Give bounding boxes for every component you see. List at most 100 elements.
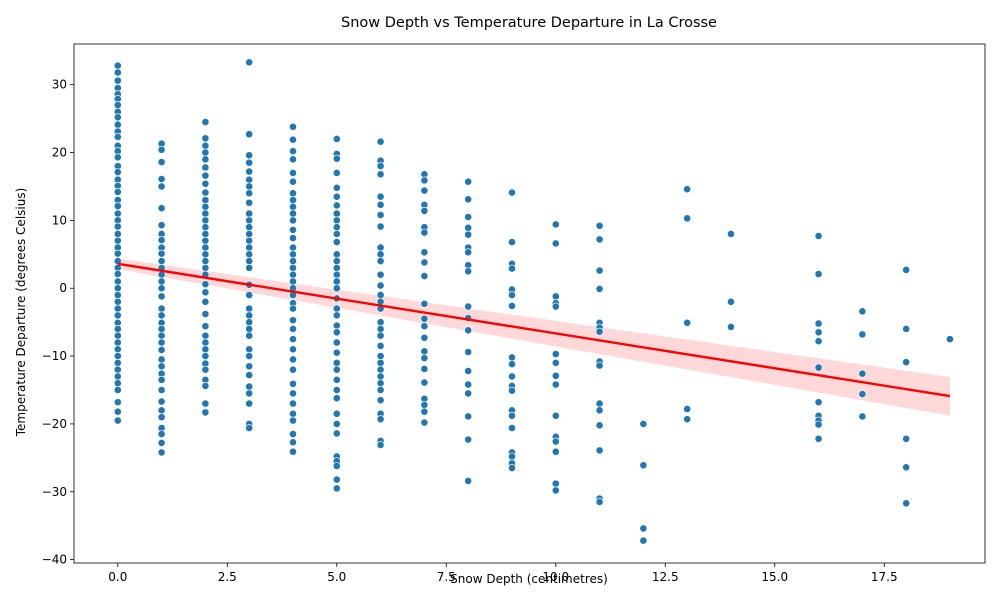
data-point (464, 380, 473, 389)
x-tick-label: 0.0 (108, 570, 127, 584)
data-point (113, 407, 122, 416)
data-point (376, 441, 385, 449)
data-point (157, 221, 166, 230)
data-point (332, 257, 341, 265)
data-point (157, 292, 166, 301)
data-point (289, 225, 297, 234)
data-point (420, 176, 429, 185)
data-point (332, 250, 341, 259)
data-point (201, 196, 210, 204)
data-point (245, 263, 254, 272)
data-point (376, 200, 385, 209)
plot-frame (73, 43, 986, 564)
data-point (157, 355, 166, 364)
data-point (113, 331, 122, 340)
data-point (595, 285, 604, 293)
data-point (332, 409, 341, 418)
data-point (683, 405, 692, 413)
data-point (464, 223, 473, 232)
data-point (595, 421, 604, 430)
data-point (858, 412, 867, 421)
y-axis-ticks: −40 −30 −20 −10 0 10 20 30 (42, 78, 74, 567)
data-point (902, 463, 911, 472)
data-point (201, 148, 210, 157)
data-point (289, 270, 297, 279)
data-point (113, 284, 122, 293)
data-point (376, 137, 385, 146)
data-point (113, 398, 122, 407)
data-point (551, 479, 560, 488)
data-point (157, 311, 166, 320)
data-point (245, 198, 254, 207)
data-point (420, 258, 429, 267)
data-point (113, 372, 122, 381)
data-point (289, 135, 297, 144)
data-point (376, 365, 385, 374)
data-point (420, 401, 429, 409)
x-axis-label: Snow Depth (centimetres) (450, 572, 608, 586)
data-point (157, 158, 166, 166)
data-point (289, 147, 297, 156)
data-point (639, 461, 648, 470)
data-point (201, 365, 210, 374)
data-point (683, 415, 692, 424)
data-point (464, 389, 473, 398)
data-point (376, 352, 385, 360)
data-point (814, 420, 823, 429)
data-point (727, 297, 735, 306)
data-point (464, 213, 473, 221)
data-point (902, 358, 911, 367)
data-point (376, 281, 385, 290)
data-point (201, 345, 210, 354)
data-point (289, 202, 297, 211)
data-point (289, 234, 297, 242)
data-point (902, 266, 911, 274)
data-point (332, 135, 341, 143)
data-point (201, 257, 210, 265)
data-point (289, 263, 297, 272)
data-point (157, 257, 166, 265)
data-point (814, 398, 823, 407)
data-point (508, 238, 516, 247)
data-point (814, 434, 823, 443)
data-point (201, 338, 210, 347)
data-point (464, 477, 473, 485)
x-tick-label: 17.5 (871, 570, 898, 584)
x-tick-label: 2.5 (218, 570, 237, 584)
data-point (551, 447, 560, 456)
data-point (245, 223, 254, 232)
data-point (157, 439, 166, 447)
data-point (332, 462, 341, 470)
data-point (595, 399, 604, 408)
data-point (332, 321, 341, 330)
data-point (245, 318, 254, 327)
data-point (245, 216, 254, 225)
data-point (289, 257, 297, 265)
data-point (332, 263, 341, 272)
data-point (332, 154, 341, 163)
data-point (332, 304, 341, 313)
data-point (332, 338, 341, 347)
data-point (551, 380, 560, 389)
data-point (201, 408, 210, 417)
data-point (157, 277, 166, 286)
data-point (639, 536, 648, 545)
data-point (201, 322, 210, 331)
data-point (508, 264, 516, 273)
data-point (902, 325, 911, 333)
data-point (113, 202, 122, 211)
data-point (683, 185, 692, 194)
data-point (289, 438, 297, 447)
data-point (245, 389, 254, 398)
data-point (201, 179, 210, 188)
data-point (289, 169, 297, 177)
data-point (289, 447, 297, 456)
data-point (332, 201, 341, 210)
data-point (551, 350, 560, 358)
data-point (332, 375, 341, 384)
data-point (113, 325, 122, 333)
data-point (858, 307, 867, 316)
data-point (508, 301, 516, 310)
data-point (289, 335, 297, 344)
data-point (157, 338, 166, 347)
